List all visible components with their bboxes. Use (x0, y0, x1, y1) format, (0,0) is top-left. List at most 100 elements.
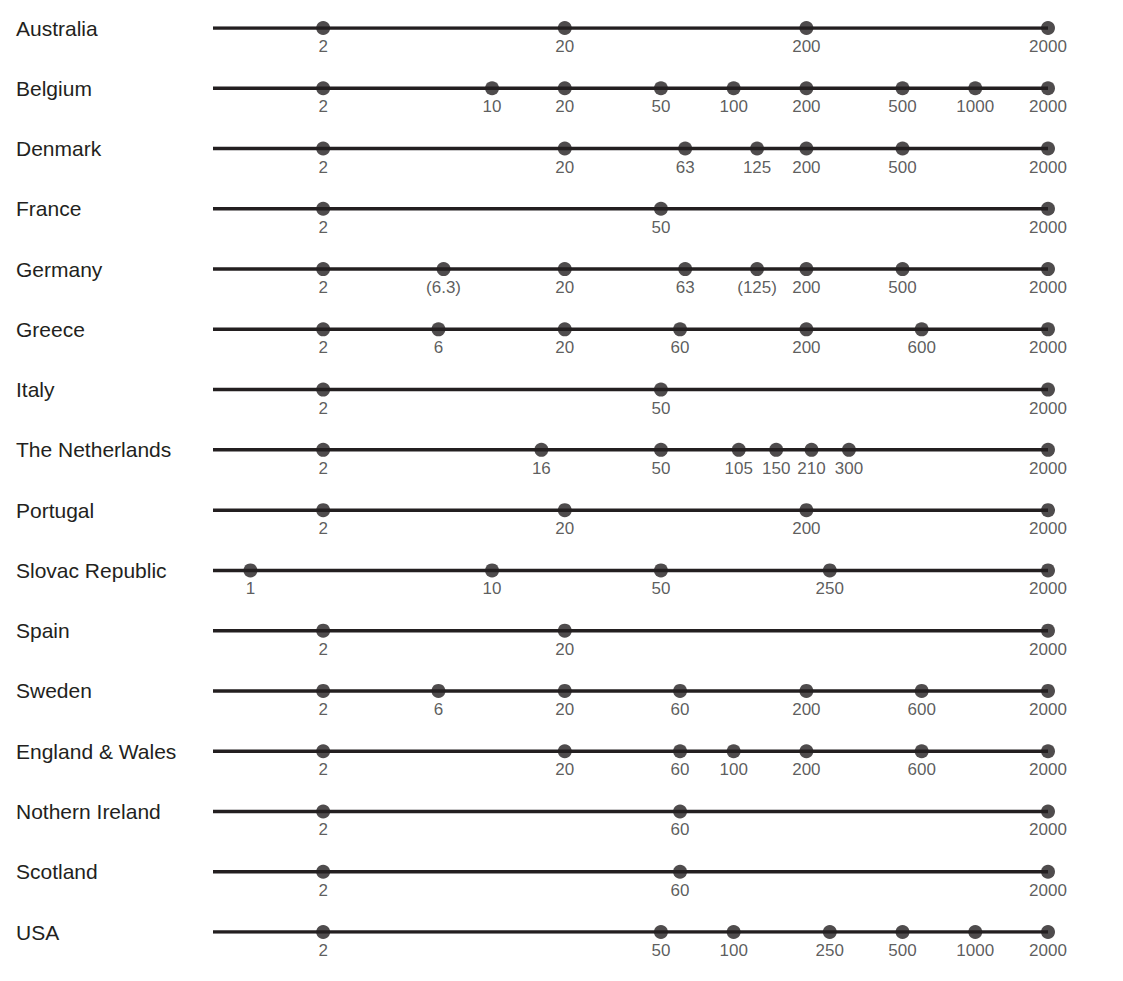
svg-text:500: 500 (888, 941, 916, 960)
svg-text:2000: 2000 (1029, 218, 1067, 237)
svg-text:600: 600 (907, 338, 935, 357)
svg-text:50: 50 (651, 941, 670, 960)
svg-text:60: 60 (671, 760, 690, 779)
svg-text:63: 63 (676, 278, 695, 297)
svg-text:20: 20 (555, 97, 574, 116)
svg-text:2000: 2000 (1029, 459, 1067, 478)
svg-text:2000: 2000 (1029, 97, 1067, 116)
svg-text:200: 200 (792, 700, 820, 719)
svg-text:50: 50 (651, 579, 670, 598)
svg-text:125: 125 (743, 158, 771, 177)
svg-text:Slovac Republic: Slovac Republic (16, 559, 167, 582)
svg-text:300: 300 (835, 459, 863, 478)
svg-text:2: 2 (318, 700, 327, 719)
svg-text:2: 2 (318, 97, 327, 116)
svg-text:20: 20 (555, 700, 574, 719)
svg-text:2000: 2000 (1029, 760, 1067, 779)
svg-text:50: 50 (651, 399, 670, 418)
svg-text:50: 50 (651, 97, 670, 116)
svg-text:2000: 2000 (1029, 820, 1067, 839)
svg-text:250: 250 (816, 941, 844, 960)
svg-text:2: 2 (318, 37, 327, 56)
svg-text:2: 2 (318, 941, 327, 960)
svg-text:100: 100 (719, 941, 747, 960)
svg-text:2000: 2000 (1029, 399, 1067, 418)
svg-text:60: 60 (671, 700, 690, 719)
svg-text:Australia: Australia (16, 17, 98, 40)
svg-text:(125): (125) (737, 278, 777, 297)
svg-text:20: 20 (555, 760, 574, 779)
svg-text:Germany: Germany (16, 258, 103, 281)
svg-text:2000: 2000 (1029, 37, 1067, 56)
svg-text:60: 60 (671, 881, 690, 900)
svg-text:200: 200 (792, 158, 820, 177)
svg-text:2: 2 (318, 459, 327, 478)
svg-text:20: 20 (555, 519, 574, 538)
svg-text:60: 60 (671, 338, 690, 357)
svg-text:1: 1 (246, 579, 255, 598)
svg-text:50: 50 (651, 218, 670, 237)
svg-text:2: 2 (318, 881, 327, 900)
svg-text:The Netherlands: The Netherlands (16, 438, 171, 461)
svg-text:6: 6 (434, 338, 443, 357)
svg-text:2000: 2000 (1029, 158, 1067, 177)
svg-text:20: 20 (555, 158, 574, 177)
svg-text:20: 20 (555, 278, 574, 297)
svg-text:2: 2 (318, 399, 327, 418)
svg-text:100: 100 (719, 760, 747, 779)
svg-text:2000: 2000 (1029, 338, 1067, 357)
svg-text:63: 63 (676, 158, 695, 177)
svg-text:2: 2 (318, 640, 327, 659)
svg-text:105: 105 (725, 459, 753, 478)
svg-text:2000: 2000 (1029, 278, 1067, 297)
svg-text:2000: 2000 (1029, 881, 1067, 900)
svg-text:Denmark: Denmark (16, 137, 102, 160)
svg-text:2: 2 (318, 158, 327, 177)
svg-text:200: 200 (792, 338, 820, 357)
svg-text:Sweden: Sweden (16, 679, 92, 702)
svg-text:2000: 2000 (1029, 941, 1067, 960)
svg-text:USA: USA (16, 921, 59, 944)
svg-text:2000: 2000 (1029, 519, 1067, 538)
svg-text:500: 500 (888, 97, 916, 116)
svg-text:2000: 2000 (1029, 579, 1067, 598)
svg-text:60: 60 (671, 820, 690, 839)
svg-text:200: 200 (792, 37, 820, 56)
svg-text:Scotland: Scotland (16, 860, 98, 883)
svg-text:250: 250 (816, 579, 844, 598)
svg-text:England & Wales: England & Wales (16, 740, 176, 763)
svg-text:2: 2 (318, 760, 327, 779)
svg-text:600: 600 (907, 760, 935, 779)
svg-text:210: 210 (797, 459, 825, 478)
svg-text:50: 50 (651, 459, 670, 478)
svg-text:2000: 2000 (1029, 640, 1067, 659)
svg-text:200: 200 (792, 97, 820, 116)
svg-text:20: 20 (555, 640, 574, 659)
svg-text:2: 2 (318, 218, 327, 237)
svg-text:2: 2 (318, 338, 327, 357)
svg-text:200: 200 (792, 760, 820, 779)
svg-text:20: 20 (555, 338, 574, 357)
svg-text:200: 200 (792, 519, 820, 538)
svg-text:Spain: Spain (16, 619, 70, 642)
svg-text:600: 600 (907, 700, 935, 719)
svg-text:500: 500 (888, 278, 916, 297)
svg-text:6: 6 (434, 700, 443, 719)
svg-text:20: 20 (555, 37, 574, 56)
svg-text:200: 200 (792, 278, 820, 297)
svg-text:Belgium: Belgium (16, 77, 92, 100)
svg-text:100: 100 (719, 97, 747, 116)
svg-text:1000: 1000 (956, 941, 994, 960)
svg-text:2: 2 (318, 278, 327, 297)
svg-text:(6.3): (6.3) (426, 278, 461, 297)
svg-text:Nothern Ireland: Nothern Ireland (16, 800, 161, 823)
svg-text:Greece: Greece (16, 318, 85, 341)
svg-text:10: 10 (483, 579, 502, 598)
svg-text:500: 500 (888, 158, 916, 177)
svg-text:Italy: Italy (16, 378, 55, 401)
svg-text:150: 150 (762, 459, 790, 478)
svg-text:France: France (16, 197, 81, 220)
svg-text:2: 2 (318, 519, 327, 538)
svg-text:16: 16 (532, 459, 551, 478)
svg-text:1000: 1000 (956, 97, 994, 116)
